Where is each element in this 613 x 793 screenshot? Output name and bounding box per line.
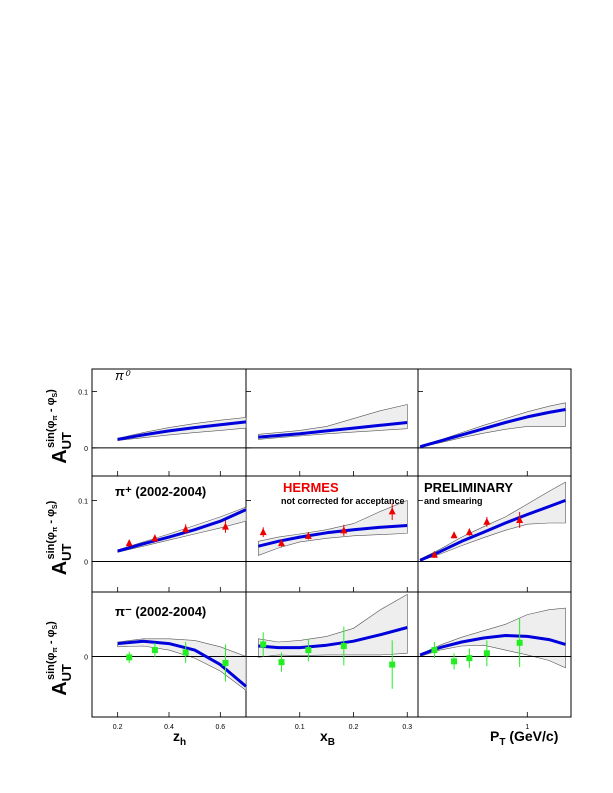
panel-pi0-xB (246, 391, 418, 476)
model-curve (258, 626, 408, 650)
data-point-square (305, 647, 312, 654)
data-point-triangle (151, 534, 159, 542)
smearing-note: and smearing (424, 496, 483, 506)
ylabel-row-2: AUTsin(φπ - φS) (45, 621, 74, 696)
ylabel-row-1: AUTsin(φπ - φS) (45, 500, 74, 575)
xlabel-zh: zh (173, 728, 186, 748)
panel-frame (417, 591, 572, 718)
data-point-square (222, 659, 229, 666)
data-point-triangle (465, 528, 473, 536)
x-tick-label: 1 (525, 724, 529, 731)
x-tick-label: 0.2 (349, 724, 359, 731)
data-point-triangle (450, 531, 458, 539)
ylabels: AUTsin(φπ - φS) AUTsin(φπ - φS) AUTsin(φπ … (45, 389, 74, 696)
xlabel-pT: PT (GeV/c) (490, 728, 558, 748)
data-point-square (431, 647, 438, 654)
data-point-square (278, 659, 285, 666)
panel-piminus-pT: 1 (418, 607, 571, 731)
uncertainty-band (258, 404, 408, 440)
panel-pi0-zh: 00.1 (78, 390, 247, 476)
panel-piplus-zh: 00.1 (78, 498, 247, 592)
x-tick-label: 0.4 (164, 724, 174, 731)
model-curve (419, 634, 566, 657)
y-tick-label: 0 (84, 446, 88, 453)
model-curve (258, 421, 408, 439)
svg-text:xB: xB (320, 728, 335, 748)
acceptance-note: not corrected for acceptance (281, 496, 405, 506)
ylabel-text: AUTsin(φπ - φS) (45, 500, 74, 575)
model-curve (419, 498, 567, 562)
data-point-triangle (340, 526, 348, 534)
hermes-label: HERMES (283, 480, 339, 495)
panel-piplus-xB (246, 499, 418, 592)
data-point-triangle (125, 539, 133, 547)
y-tick-label: 0.1 (78, 498, 88, 505)
data-point-square (126, 654, 133, 661)
data-point-triangle (277, 539, 285, 547)
data-point-square (483, 650, 490, 657)
data-point-triangle (388, 507, 396, 515)
panels: 00.100.100.2 0.4 0.6 0.1 0.2 0.3 1 (78, 368, 572, 731)
model-curve (419, 408, 566, 449)
data-point-square (516, 639, 523, 646)
row-label-piplus: π⁺ (2002-2004) (115, 484, 206, 499)
ylabel-text: AUTsin(φπ - φS) (45, 389, 74, 464)
data-point-triangle (304, 531, 312, 539)
uncertainty-band (117, 638, 247, 692)
data-point-square (466, 655, 473, 662)
model-curve (117, 508, 247, 553)
data-point-square (451, 658, 458, 665)
data-point-triangle (182, 525, 190, 533)
svg-text:PT (GeV/c): PT (GeV/c) (490, 728, 558, 748)
row-label-piminus: π⁻ (2002-2004) (115, 604, 206, 619)
data-point-triangle (430, 550, 438, 558)
ylabel-row-0: AUTsin(φπ - φS) (45, 389, 74, 464)
preliminary-label: PRELIMINARY (424, 480, 513, 495)
data-point-triangle (221, 522, 229, 530)
svg-text:zh: zh (173, 728, 186, 748)
model-curve (117, 420, 247, 441)
data-point-triangle (259, 528, 267, 536)
data-point-square (260, 641, 267, 648)
x-tick-label: 0.2 (113, 724, 123, 731)
row-label-pi0: π⁰ (115, 368, 131, 383)
x-tick-label: 0.1 (295, 724, 305, 731)
panel-piminus-zh: 0 0.2 0.4 0.6 (84, 638, 247, 731)
model-curve (258, 524, 408, 548)
model-curve (117, 639, 247, 688)
xlabel-xB: xB (320, 728, 335, 748)
ylabel-text: AUTsin(φπ - φS) (45, 621, 74, 696)
x-tick-label: 0.3 (402, 724, 412, 731)
data-point-triangle (483, 517, 491, 525)
data-point-triangle (516, 515, 524, 523)
panel-piplus-pT (418, 481, 571, 592)
x-tick-label: 0.6 (215, 724, 225, 731)
y-tick-label: 0.1 (78, 390, 88, 397)
panel-piminus-xB: 0.1 0.2 0.3 (246, 593, 418, 731)
panel-pi0-pT (418, 391, 571, 476)
uncertainty-band (419, 481, 566, 562)
data-point-square (389, 661, 396, 668)
y-tick-label: 0 (84, 559, 88, 566)
y-tick-label: 0 (84, 655, 88, 662)
data-point-square (151, 647, 158, 654)
data-point-square (340, 643, 347, 650)
data-point-square (182, 649, 189, 656)
